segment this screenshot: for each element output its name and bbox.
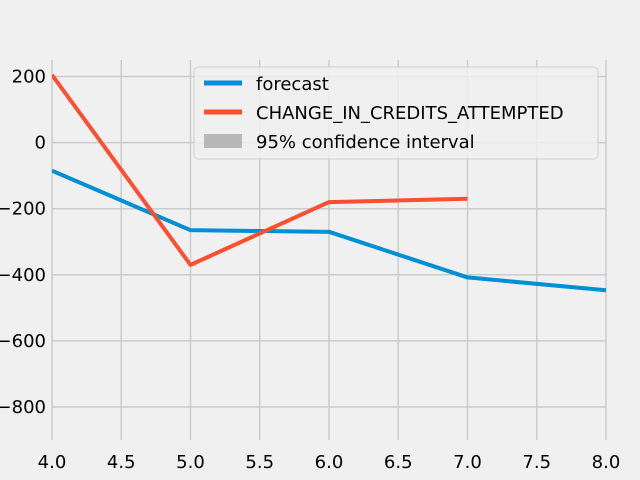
x-tick-label: 4.5 <box>107 452 136 473</box>
x-tick-label: 8.0 <box>592 452 621 473</box>
x-tick-label: 7.5 <box>522 452 551 473</box>
y-tick-label: −400 <box>0 265 46 286</box>
x-tick-label: 5.5 <box>245 452 274 473</box>
legend: forecast CHANGE_IN_CREDITS_ATTEMPTED 95% c… <box>193 66 599 160</box>
legend-swatch-2 <box>204 134 242 148</box>
x-tick-label: 4.0 <box>38 452 67 473</box>
x-axis-ticks: 4.0 4.5 5.0 5.5 6.0 6.5 7.0 7.5 8.0 <box>38 452 621 473</box>
legend-box <box>193 66 599 160</box>
y-tick-label: 0 <box>35 133 46 154</box>
legend-label-0: forecast <box>256 74 329 95</box>
series-line-1 <box>52 73 468 267</box>
y-tick-label: −800 <box>0 397 46 418</box>
series-line-0 <box>52 168 606 293</box>
y-tick-label: 200 <box>12 67 46 88</box>
x-tick-label: 7.0 <box>453 452 482 473</box>
legend-label-2: 95% confidence interval <box>256 132 475 153</box>
y-tick-label: −200 <box>0 199 46 220</box>
series-lines <box>52 73 606 293</box>
legend-label-1: CHANGE_IN_CREDITS_ATTEMPTED <box>256 103 564 124</box>
x-tick-label: 6.5 <box>384 452 413 473</box>
y-axis-ticks: 200 0 −200 −400 −600 −800 <box>0 67 46 418</box>
x-tick-label: 5.0 <box>176 452 205 473</box>
y-tick-label: −600 <box>0 331 46 352</box>
x-tick-label: 6.0 <box>315 452 344 473</box>
